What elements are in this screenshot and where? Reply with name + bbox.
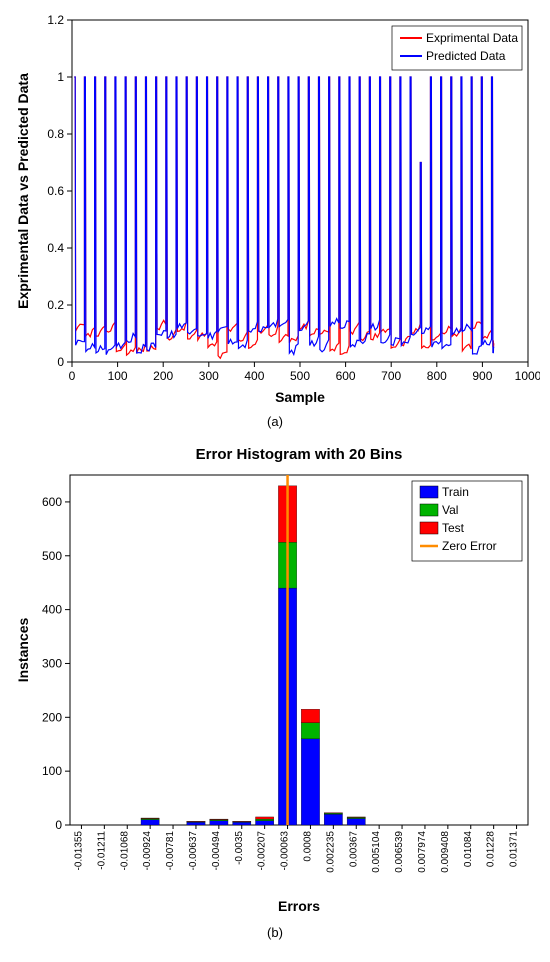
panel-a-sublabel: (a) xyxy=(10,414,540,429)
svg-text:400: 400 xyxy=(42,603,62,617)
svg-text:Error Histogram with 20 Bins: Error Histogram with 20 Bins xyxy=(196,446,403,463)
svg-text:400: 400 xyxy=(244,369,264,383)
svg-text:0.007974: 0.007974 xyxy=(417,831,428,873)
svg-text:500: 500 xyxy=(42,549,62,563)
svg-text:0.01371: 0.01371 xyxy=(509,831,520,868)
svg-text:0.2: 0.2 xyxy=(47,298,64,312)
svg-text:Errors: Errors xyxy=(278,898,320,914)
svg-text:Zero Error: Zero Error xyxy=(442,539,497,553)
panel-b-container: Error Histogram with 20 Bins 0 100 200 300 40… xyxy=(10,441,540,940)
svg-text:-0.00781: -0.00781 xyxy=(165,831,176,871)
svg-text:1: 1 xyxy=(57,70,64,84)
svg-text:0.8: 0.8 xyxy=(47,127,64,141)
svg-text:300: 300 xyxy=(42,656,62,670)
svg-text:0.4: 0.4 xyxy=(47,241,64,255)
svg-text:-0.01068: -0.01068 xyxy=(119,831,130,871)
svg-text:0: 0 xyxy=(55,818,62,832)
svg-text:0.005104: 0.005104 xyxy=(371,831,382,873)
svg-text:-0.00924: -0.00924 xyxy=(142,831,153,871)
panel-b-sublabel: (b) xyxy=(10,925,540,940)
svg-text:Sample: Sample xyxy=(275,389,325,405)
svg-text:0.002235: 0.002235 xyxy=(325,831,336,873)
svg-text:Exprimental Data: Exprimental Data xyxy=(426,31,518,45)
svg-text:Test: Test xyxy=(442,521,465,535)
svg-text:900: 900 xyxy=(472,369,492,383)
svg-text:700: 700 xyxy=(381,369,401,383)
svg-text:100: 100 xyxy=(108,369,128,383)
svg-text:0.006539: 0.006539 xyxy=(394,831,405,873)
svg-text:0.6: 0.6 xyxy=(47,184,64,198)
svg-text:-0.00637: -0.00637 xyxy=(188,831,199,871)
svg-text:200: 200 xyxy=(42,710,62,724)
svg-text:Train: Train xyxy=(442,485,469,499)
svg-text:Predicted Data: Predicted Data xyxy=(426,49,506,63)
svg-text:-0.0035: -0.0035 xyxy=(234,831,245,865)
svg-text:0.01228: 0.01228 xyxy=(486,831,497,868)
svg-text:800: 800 xyxy=(427,369,447,383)
line-chart: 0 100 200 300 400 500 600 700 800 900 1000 0 0.2 0.4 0… xyxy=(10,10,540,410)
svg-text:0.0008: 0.0008 xyxy=(302,831,313,862)
svg-text:0: 0 xyxy=(69,369,76,383)
svg-text:1.2: 1.2 xyxy=(47,13,64,27)
svg-text:300: 300 xyxy=(199,369,219,383)
svg-text:Instances: Instances xyxy=(15,617,31,682)
svg-text:-0.01355: -0.01355 xyxy=(73,831,84,871)
svg-text:200: 200 xyxy=(153,369,173,383)
svg-text:0: 0 xyxy=(57,355,64,369)
histogram-chart: Error Histogram with 20 Bins 0 100 200 300 40… xyxy=(10,441,540,921)
svg-text:600: 600 xyxy=(336,369,356,383)
svg-text:1000: 1000 xyxy=(515,369,540,383)
svg-text:Exprimental Data vs Predicted: Exprimental Data vs Predicted Data xyxy=(15,73,31,309)
svg-text:500: 500 xyxy=(290,369,310,383)
svg-text:600: 600 xyxy=(42,495,62,509)
svg-text:Val: Val xyxy=(442,503,458,517)
svg-text:0.009408: 0.009408 xyxy=(440,831,451,873)
svg-text:-0.00494: -0.00494 xyxy=(211,831,222,871)
svg-text:-0.01211: -0.01211 xyxy=(96,831,107,870)
svg-text:-0.00207: -0.00207 xyxy=(257,831,268,871)
svg-text:100: 100 xyxy=(42,764,62,778)
svg-text:0.01084: 0.01084 xyxy=(463,831,474,868)
svg-text:-0.00063: -0.00063 xyxy=(280,831,291,871)
svg-text:0.00367: 0.00367 xyxy=(348,831,359,868)
panel-a-container: 0 100 200 300 400 500 600 700 800 900 1000 0 0.2 0.4 0… xyxy=(10,10,540,429)
